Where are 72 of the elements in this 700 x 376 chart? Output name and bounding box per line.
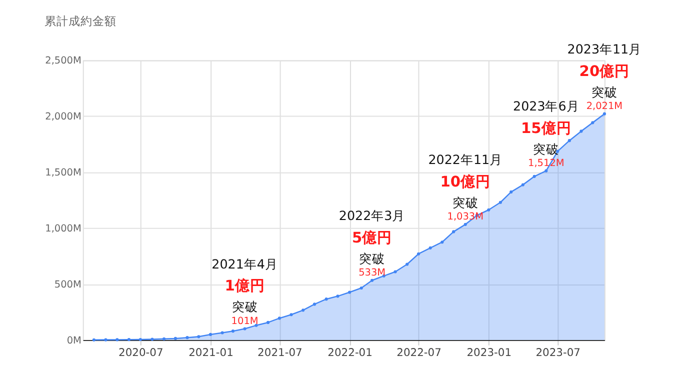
point bbox=[231, 330, 235, 333]
point bbox=[104, 338, 108, 342]
annotation: 20億円 bbox=[579, 62, 630, 80]
x-tick-label: 2022-01 bbox=[328, 346, 372, 360]
point bbox=[220, 331, 224, 334]
point bbox=[116, 338, 119, 342]
annotation: 1億円 bbox=[224, 278, 265, 295]
point bbox=[406, 262, 409, 266]
point bbox=[348, 290, 352, 294]
annotation: 2022年11月 bbox=[428, 152, 503, 167]
annotation: 15億円 bbox=[520, 120, 572, 137]
x-tick-label: 2020-07 bbox=[118, 346, 164, 360]
point bbox=[487, 208, 490, 212]
x-tick-label: 2022-07 bbox=[396, 346, 442, 360]
point bbox=[394, 270, 397, 274]
data-label: 2,021M bbox=[586, 100, 623, 112]
point bbox=[521, 183, 524, 186]
point bbox=[532, 174, 536, 178]
data-label: 101M bbox=[231, 316, 258, 327]
y-tick-label: 2,000M bbox=[45, 112, 82, 123]
annotation: 突破 bbox=[533, 141, 560, 156]
annotation: 5億円 bbox=[352, 229, 392, 246]
point bbox=[186, 336, 189, 340]
annotation: 2022年3月 bbox=[338, 208, 406, 223]
point bbox=[591, 121, 594, 124]
chart-title: 累計成約金額 bbox=[44, 14, 117, 28]
annotation: 2021年4月 bbox=[212, 256, 278, 272]
y-tick-label: 0M bbox=[66, 335, 82, 346]
point bbox=[290, 313, 293, 316]
y-tick-label: 500M bbox=[54, 279, 82, 290]
point bbox=[127, 338, 131, 342]
point bbox=[544, 169, 548, 172]
point bbox=[278, 316, 282, 320]
annotation: 突破 bbox=[359, 250, 386, 266]
point bbox=[336, 294, 340, 298]
point bbox=[324, 298, 328, 301]
data-label: 533M bbox=[358, 268, 386, 279]
point bbox=[498, 200, 502, 204]
point bbox=[150, 338, 154, 341]
x-tick-label: 2023-01 bbox=[466, 346, 512, 360]
y-tick-label: 1,000M bbox=[45, 224, 82, 235]
point bbox=[370, 278, 374, 282]
point bbox=[580, 130, 583, 133]
point bbox=[174, 336, 177, 340]
x-tick-label: 2021-01 bbox=[188, 346, 234, 360]
point bbox=[208, 332, 212, 336]
x-tick-label: 2021-07 bbox=[258, 346, 302, 360]
point bbox=[266, 320, 270, 324]
text: 2023年11月 bbox=[567, 41, 642, 56]
point bbox=[312, 302, 316, 306]
point bbox=[464, 222, 467, 226]
point bbox=[92, 338, 96, 342]
point bbox=[602, 112, 606, 116]
annotation: 突破 bbox=[232, 299, 258, 314]
point bbox=[452, 230, 456, 234]
point bbox=[428, 246, 432, 250]
point bbox=[510, 190, 513, 194]
point bbox=[197, 335, 200, 338]
annotation: 突破 bbox=[452, 194, 478, 210]
point bbox=[243, 327, 246, 330]
point bbox=[440, 240, 444, 244]
annotation: 10億円 bbox=[440, 173, 491, 190]
x-tick-label: 2023-07 bbox=[536, 346, 580, 360]
point bbox=[302, 308, 305, 312]
annotation: 突破 bbox=[591, 84, 618, 100]
annotation: 2023年6月 bbox=[513, 98, 580, 114]
point bbox=[360, 286, 363, 290]
point bbox=[568, 139, 571, 142]
point bbox=[162, 337, 166, 340]
y-tick-label: 1,500M bbox=[45, 168, 82, 179]
point bbox=[416, 252, 420, 256]
y-tick-label: 2,500M bbox=[45, 56, 82, 67]
